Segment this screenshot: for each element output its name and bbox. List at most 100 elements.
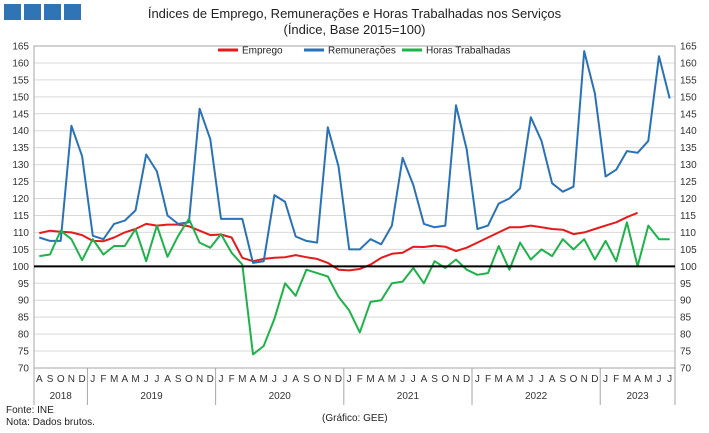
x-tick-label: D: [78, 374, 85, 385]
y-tick-label-left: 140: [12, 126, 29, 137]
y-tick-label-right: 160: [680, 58, 697, 69]
y-tick-label-left: 145: [12, 109, 29, 120]
y-tick-label-right: 155: [680, 75, 697, 86]
x-tick-label: M: [495, 374, 503, 385]
x-tick-label: A: [378, 374, 385, 385]
x-tick-label: M: [110, 374, 118, 385]
year-label: 2019: [140, 391, 163, 402]
x-tick-label: A: [634, 374, 641, 385]
y-tick-label-left: 115: [13, 211, 29, 222]
series-line: [39, 217, 670, 356]
year-label: 2023: [626, 391, 649, 402]
y-tick-label-left: 105: [12, 245, 29, 256]
chart-title: Índices de Emprego, Remunerações e Horas…: [147, 6, 562, 21]
x-tick-label: D: [463, 374, 470, 385]
x-tick-label: M: [623, 374, 631, 385]
x-tick-label: N: [68, 374, 75, 385]
y-tick-label-right: 145: [680, 109, 697, 120]
series-line: [39, 211, 638, 272]
x-tick-label: A: [549, 374, 556, 385]
x-tick-label: J: [528, 374, 533, 385]
y-tick-label-right: 105: [680, 245, 697, 256]
y-tick-label-left: 70: [18, 364, 30, 375]
y-tick-label-right: 130: [680, 160, 697, 171]
y-tick-label-left: 90: [18, 296, 30, 307]
x-tick-label: J: [218, 374, 223, 385]
x-tick-label: A: [250, 374, 257, 385]
year-label: 2022: [525, 391, 548, 402]
x-tick-label: J: [539, 374, 544, 385]
y-tick-label-left: 110: [13, 228, 29, 239]
x-tick-label: A: [164, 374, 171, 385]
legend-label: Horas Trabalhadas: [426, 46, 511, 57]
x-tick-label: S: [175, 374, 182, 385]
logo-block: [44, 4, 61, 20]
y-tick-label-right: 150: [680, 92, 697, 103]
legend-item: Remunerações: [304, 46, 396, 57]
x-tick-label: M: [238, 374, 246, 385]
x-tick-label: J: [656, 374, 661, 385]
x-tick-label: M: [516, 374, 524, 385]
y-tick-label-right: 95: [680, 279, 692, 290]
x-tick-label: A: [36, 374, 43, 385]
y-tick-label-left: 80: [18, 330, 30, 341]
y-tick-label-left: 75: [18, 347, 30, 358]
x-tick-label: J: [475, 374, 480, 385]
x-tick-label: D: [207, 374, 214, 385]
y-tick-label-right: 120: [680, 194, 697, 205]
x-tick-label: D: [591, 374, 598, 385]
x-tick-label: N: [324, 374, 331, 385]
x-tick-label: A: [121, 374, 128, 385]
y-tick-label-left: 100: [12, 262, 29, 273]
y-tick-label-left: 160: [12, 58, 29, 69]
x-tick-label: J: [283, 374, 288, 385]
x-tick-label: N: [196, 374, 203, 385]
x-tick-label: S: [431, 374, 438, 385]
legend-item: Horas Trabalhadas: [402, 46, 511, 57]
y-tick-label-right: 125: [680, 177, 697, 188]
legend-item: Emprego: [218, 46, 283, 57]
x-tick-label: J: [667, 374, 672, 385]
x-tick-label: J: [400, 374, 405, 385]
x-tick-label: J: [144, 374, 149, 385]
chart-subtitle: (Índice, Base 2015=100): [283, 22, 426, 37]
logo-block: [24, 4, 41, 20]
x-tick-label: N: [452, 374, 459, 385]
y-tick-label-right: 75: [680, 347, 692, 358]
x-tick-label: A: [421, 374, 428, 385]
x-tick-label: M: [644, 374, 652, 385]
x-tick-label: O: [185, 374, 193, 385]
x-tick-label: M: [366, 374, 374, 385]
x-tick-label: N: [581, 374, 588, 385]
year-label: 2021: [397, 391, 420, 402]
y-tick-label-right: 90: [680, 296, 692, 307]
y-tick-label-left: 135: [12, 143, 29, 154]
logo-block: [4, 4, 21, 20]
x-tick-label: M: [131, 374, 139, 385]
x-tick-label: F: [100, 374, 106, 385]
x-tick-label: S: [303, 374, 310, 385]
x-tick-label: F: [485, 374, 491, 385]
y-tick-label-left: 150: [12, 92, 29, 103]
x-tick-label: O: [313, 374, 321, 385]
y-tick-label-right: 165: [680, 42, 697, 53]
y-tick-label-left: 120: [12, 194, 29, 205]
y-tick-label-left: 165: [12, 42, 29, 53]
legend-label: Emprego: [242, 46, 283, 57]
y-tick-label-left: 155: [12, 75, 29, 86]
x-tick-label: O: [441, 374, 449, 385]
y-tick-label-right: 115: [680, 211, 696, 222]
x-tick-label: O: [570, 374, 578, 385]
legend-label: Remunerações: [328, 46, 396, 57]
y-tick-label-right: 135: [680, 143, 697, 154]
x-tick-label: J: [603, 374, 608, 385]
x-tick-label: A: [506, 374, 513, 385]
x-tick-label: O: [57, 374, 65, 385]
year-label: 2020: [269, 391, 292, 402]
x-tick-label: F: [229, 374, 235, 385]
x-tick-label: J: [347, 374, 352, 385]
x-tick-label: J: [411, 374, 416, 385]
x-tick-label: S: [559, 374, 566, 385]
y-tick-label-right: 80: [680, 330, 692, 341]
